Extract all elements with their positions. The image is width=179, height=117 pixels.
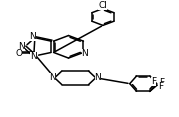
Text: N: N [49,73,56,82]
Text: N: N [18,42,25,51]
Text: F: F [158,82,163,91]
Text: N: N [30,52,37,61]
Text: N: N [95,73,101,82]
Text: Cl: Cl [98,2,107,10]
Text: O: O [15,49,22,58]
Text: F: F [159,78,165,87]
Text: N: N [81,49,88,58]
Text: N: N [29,32,36,41]
Text: F: F [151,77,156,86]
